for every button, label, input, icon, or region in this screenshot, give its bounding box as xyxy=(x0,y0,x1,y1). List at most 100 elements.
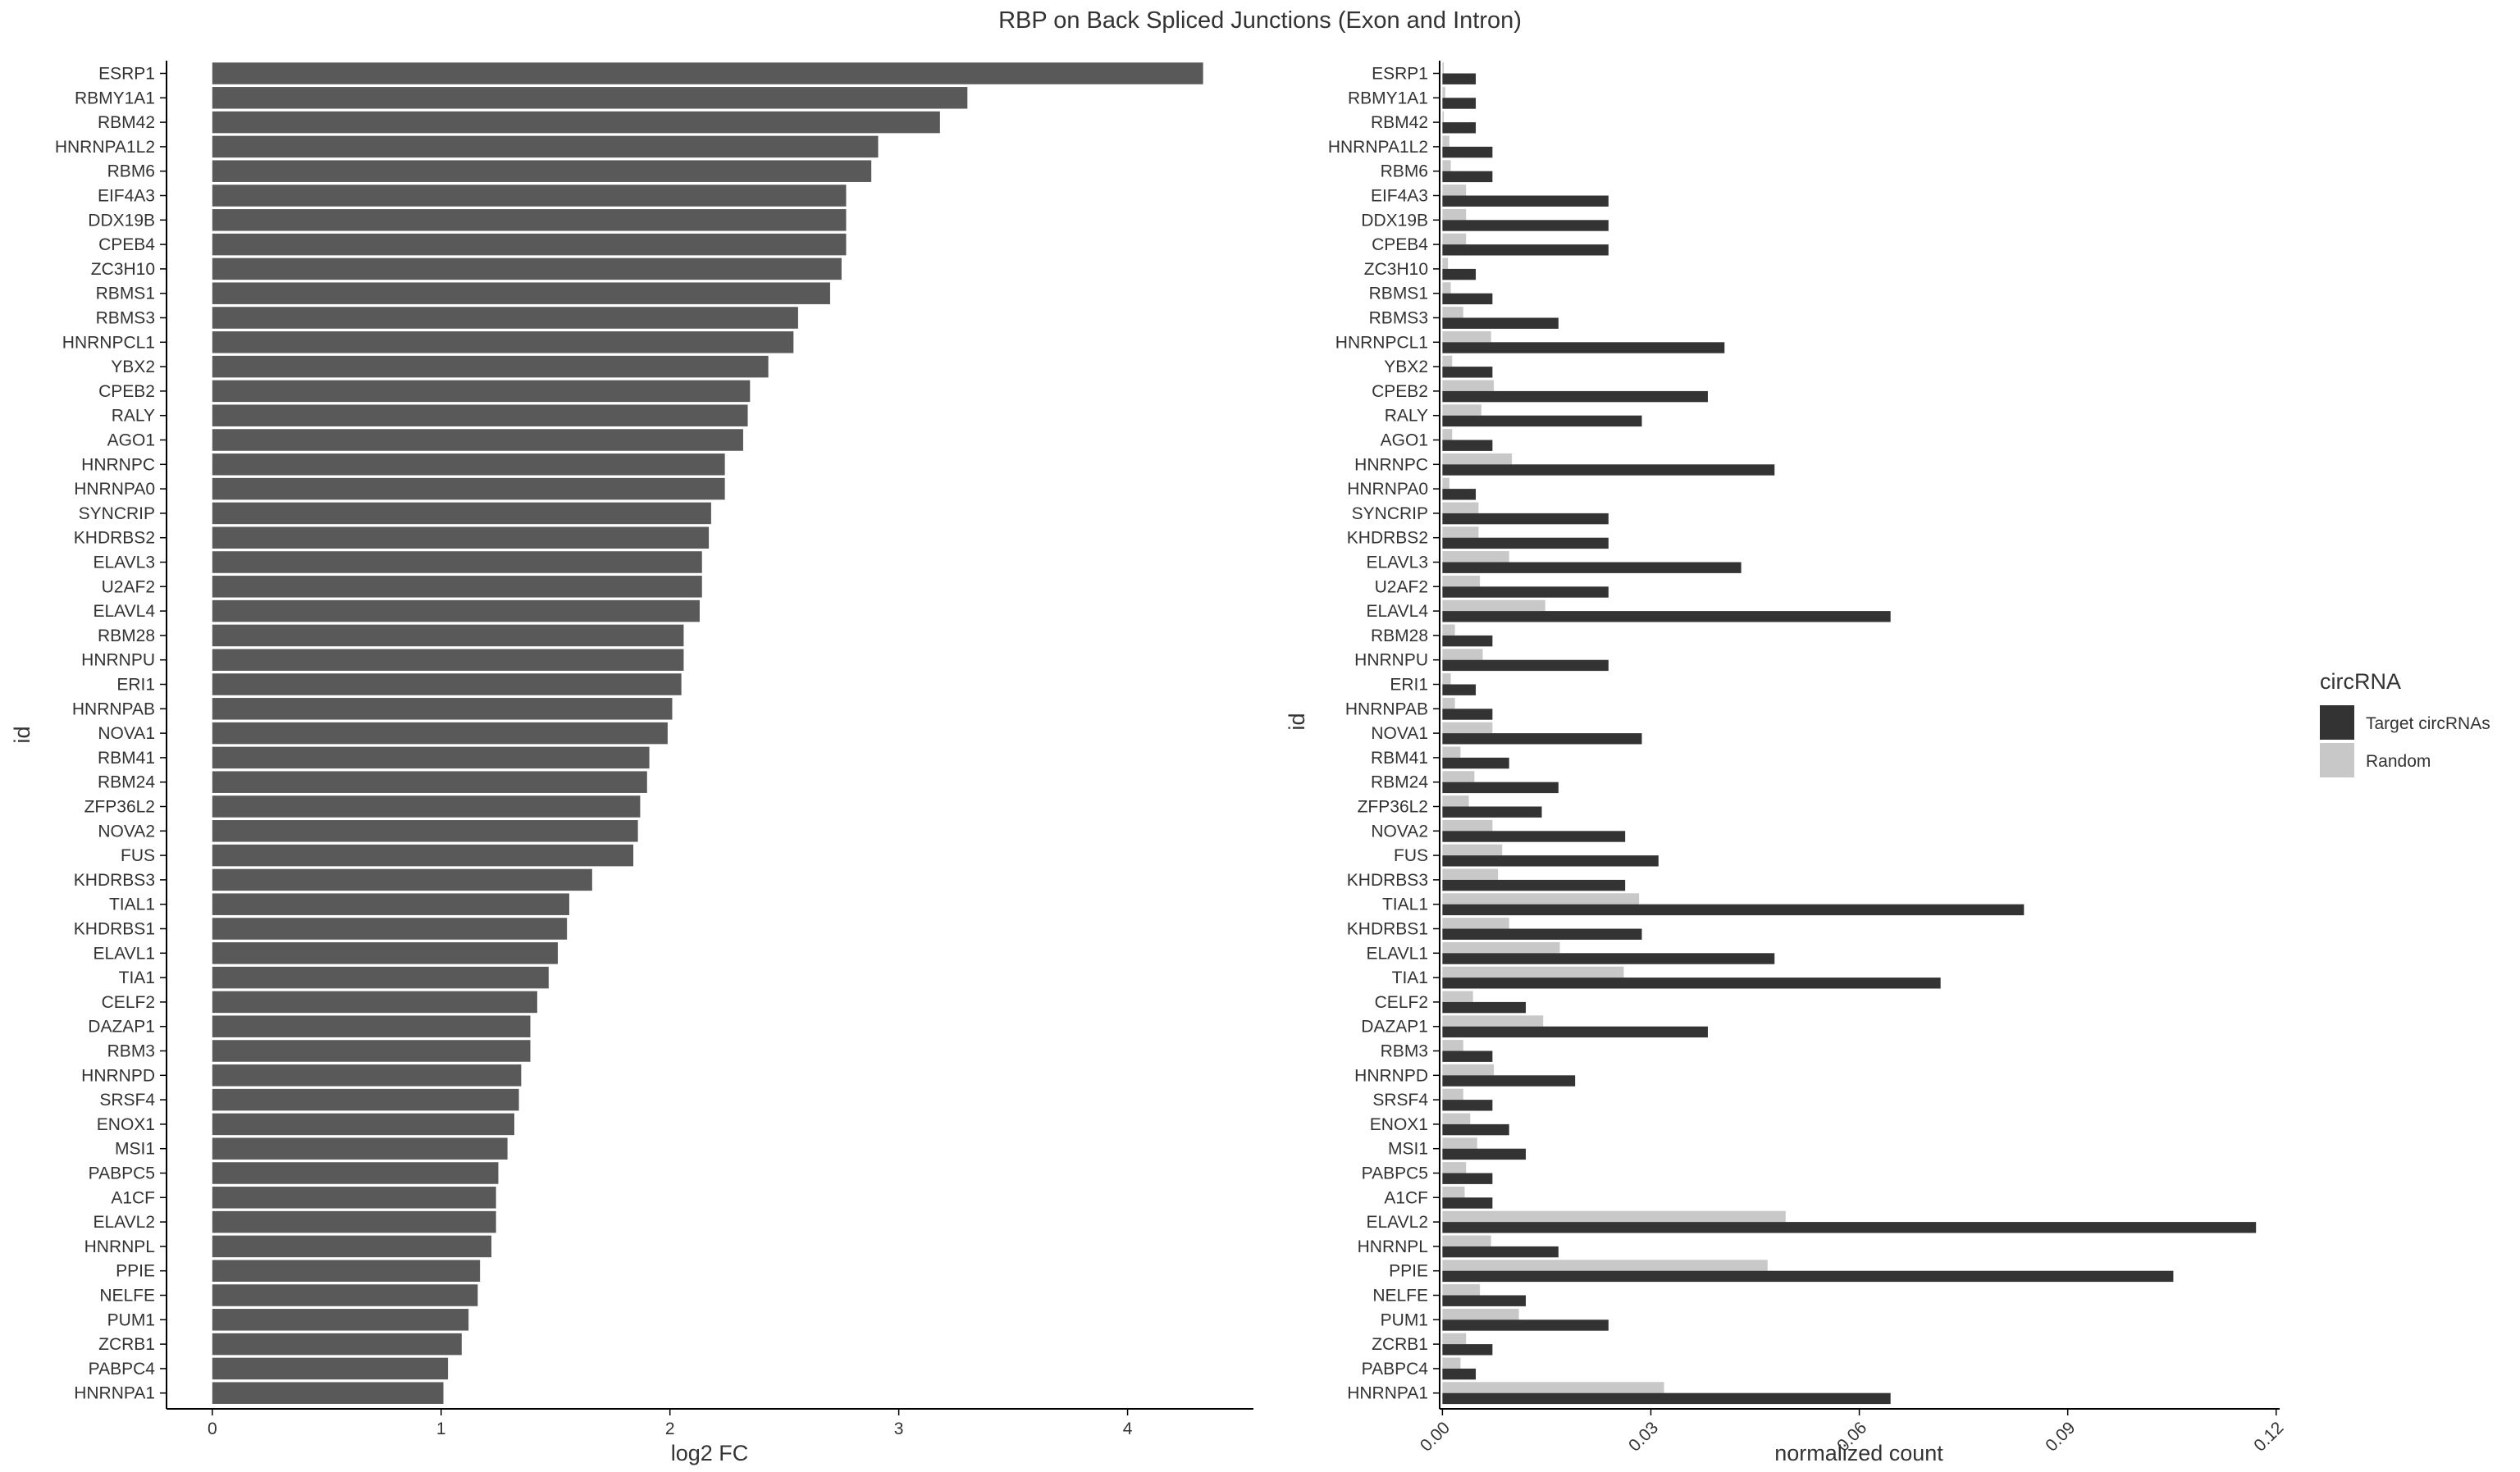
random-bar-msi1 xyxy=(1442,1137,1477,1149)
target-bar-khdrbs3 xyxy=(1442,879,1626,891)
y-tick-label: NOVA2 xyxy=(98,822,155,841)
y-tick-label: ELAVL2 xyxy=(94,1213,156,1232)
random-bar-enox1 xyxy=(1442,1113,1471,1124)
bar-pabpc4 xyxy=(212,1357,449,1380)
y-tick-label: ERI1 xyxy=(116,676,155,695)
target-bar-hnrnpd xyxy=(1442,1075,1576,1087)
bar-elavl4 xyxy=(212,599,700,622)
random-bar-hnrnpu xyxy=(1442,649,1483,660)
y-tick-label: ZFP36L2 xyxy=(84,798,155,817)
random-bar-ago1 xyxy=(1442,429,1453,440)
x-tick-label: 4 xyxy=(1123,1420,1133,1438)
random-bar-nova1 xyxy=(1442,722,1493,734)
bar-celf2 xyxy=(212,991,537,1014)
target-bar-ybx2 xyxy=(1442,367,1493,378)
x-tick-label: 2 xyxy=(665,1420,675,1438)
random-bar-rbm24 xyxy=(1442,771,1475,782)
bar-nova1 xyxy=(212,722,668,745)
y-tick-label: HNRNPL xyxy=(1358,1237,1428,1256)
x-tick-label: 1 xyxy=(436,1420,446,1438)
bar-raly xyxy=(212,404,748,426)
bar-srsf4 xyxy=(212,1088,519,1111)
y-tick-label: EIF4A3 xyxy=(98,187,155,206)
y-tick-label: CELF2 xyxy=(1375,993,1428,1012)
y-tick-label: U2AF2 xyxy=(1375,577,1428,596)
target-bar-elavl3 xyxy=(1442,562,1742,573)
random-bar-eif4a3 xyxy=(1442,185,1467,196)
bar-zfp36l2 xyxy=(212,795,641,818)
y-tick-label: ELAVL1 xyxy=(1367,944,1429,963)
random-bar-dazap1 xyxy=(1442,1015,1544,1027)
y-tick-label: RBM41 xyxy=(1371,749,1428,768)
bar-hnrnpu xyxy=(212,649,684,671)
random-bar-ybx2 xyxy=(1442,355,1453,367)
bar-hnrnpl xyxy=(212,1235,492,1258)
bar-eif4a3 xyxy=(212,185,847,207)
y-tick-label: PABPC4 xyxy=(89,1360,156,1379)
random-bar-rbm28 xyxy=(1442,624,1455,636)
bar-hnrnpd xyxy=(212,1064,522,1087)
random-bar-cpeb4 xyxy=(1442,233,1467,245)
target-bar-rbm42 xyxy=(1442,122,1477,134)
bar-nova2 xyxy=(212,820,638,842)
target-bar-nova1 xyxy=(1442,733,1642,745)
target-bar-zcrb1 xyxy=(1442,1344,1493,1356)
bar-hnrnpcl1 xyxy=(212,331,794,353)
y-tick-label: KHDRBS3 xyxy=(1347,871,1428,890)
bar-a1cf xyxy=(212,1187,496,1209)
bar-msi1 xyxy=(212,1137,508,1160)
y-tick-label: MSI1 xyxy=(1388,1140,1428,1159)
y-axis-title: id xyxy=(1285,713,1309,730)
random-bar-zc3h10 xyxy=(1442,257,1449,269)
target-bar-srsf4 xyxy=(1442,1100,1493,1111)
target-bar-rbm28 xyxy=(1442,635,1493,647)
target-bar-khdrbs1 xyxy=(1442,928,1642,940)
bar-hnrnpc xyxy=(212,453,725,476)
random-bar-hnrnpcl1 xyxy=(1442,330,1491,343)
y-tick-label: ELAVL3 xyxy=(94,554,156,572)
target-bar-khdrbs2 xyxy=(1442,537,1609,549)
y-tick-label: RBMS1 xyxy=(96,285,155,303)
target-bar-celf2 xyxy=(1442,1001,1527,1014)
random-bar-elavl2 xyxy=(1442,1210,1786,1223)
target-bar-hnrnpab xyxy=(1442,709,1493,720)
bar-enox1 xyxy=(212,1113,514,1136)
legend-label-random: Random xyxy=(2366,752,2431,771)
target-bar-cpeb4 xyxy=(1442,244,1609,256)
y-tick-label: SRSF4 xyxy=(99,1091,155,1110)
random-bar-hnrnpa1 xyxy=(1442,1382,1664,1393)
y-tick-label: HNRNPC xyxy=(81,455,155,474)
y-tick-label: NOVA1 xyxy=(1371,724,1428,743)
random-bar-rbmy1a1 xyxy=(1442,86,1445,98)
target-bar-raly xyxy=(1442,415,1642,427)
random-bar-u2af2 xyxy=(1442,575,1481,587)
target-bar-ppie xyxy=(1442,1270,2174,1283)
random-bar-esrp1 xyxy=(1442,62,1445,74)
x-tick-label: 3 xyxy=(894,1420,904,1438)
bar-esrp1 xyxy=(212,62,1203,84)
x-axis-title: log2 FC xyxy=(671,1441,749,1465)
y-tick-label: DDX19B xyxy=(1361,211,1428,230)
target-bar-rbms1 xyxy=(1442,293,1493,305)
x-tick-label: 0.09 xyxy=(2042,1418,2079,1455)
y-tick-label: CELF2 xyxy=(102,993,155,1012)
y-tick-label: HNRNPA1 xyxy=(74,1384,155,1403)
random-bar-celf2 xyxy=(1442,991,1473,1002)
legend-label-target: Target circRNAs xyxy=(2366,714,2490,733)
target-bar-rbmy1a1 xyxy=(1442,98,1477,109)
bar-rbms3 xyxy=(212,307,798,329)
bar-ago1 xyxy=(212,429,743,451)
random-bar-hnrnpd xyxy=(1442,1064,1495,1076)
y-tick-label: PUM1 xyxy=(107,1310,155,1329)
right-chart-panel: ESRP1 RBMY1A1 RBM42 HNRNPA1L2 RBM6 EIF4A3 DDX1… xyxy=(1285,61,2287,1465)
x-tick-label: 0.12 xyxy=(2250,1418,2287,1455)
y-tick-label: RBMS3 xyxy=(96,309,155,328)
y-tick-label: RBMY1A1 xyxy=(1348,89,1428,107)
y-tick-label: DDX19B xyxy=(88,211,155,230)
y-tick-label: RALY xyxy=(1385,407,1428,426)
y-tick-label: ZFP36L2 xyxy=(1358,798,1428,817)
y-tick-label: RBMS1 xyxy=(1369,285,1428,303)
bar-dazap1 xyxy=(212,1015,531,1037)
y-tick-label: KHDRBS1 xyxy=(1347,920,1428,939)
random-bar-rbm3 xyxy=(1442,1040,1463,1051)
